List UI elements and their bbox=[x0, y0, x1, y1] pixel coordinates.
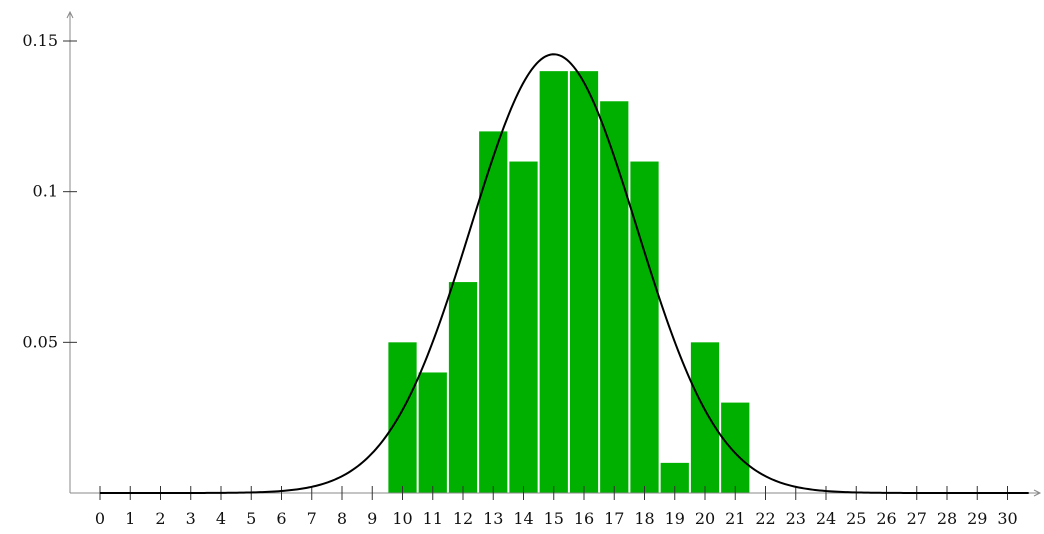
bar-15 bbox=[539, 71, 568, 493]
bar-20 bbox=[690, 342, 720, 493]
bar-17 bbox=[600, 101, 629, 494]
x-tick-label-29: 29 bbox=[967, 509, 987, 528]
bar-14 bbox=[509, 161, 538, 494]
bars-layer bbox=[388, 71, 750, 494]
x-tick-label-1: 1 bbox=[125, 509, 135, 528]
x-tick-label-30: 30 bbox=[997, 509, 1017, 528]
x-tick-label-5: 5 bbox=[246, 509, 256, 528]
normal-curve bbox=[100, 53, 1029, 494]
y-axis-arrow bbox=[66, 10, 74, 19]
x-tick-label-6: 6 bbox=[276, 509, 286, 528]
x-tick-label-24: 24 bbox=[816, 509, 836, 528]
labels-layer: 0 1 2 3 4 5 6 7 8 9 10 11 12 13 14 15 16 17 18 19 20 21 22 23 24… bbox=[22, 31, 1017, 528]
x-tick-label-4: 4 bbox=[216, 509, 226, 528]
bar-18 bbox=[630, 161, 659, 494]
x-tick-label-0: 0 bbox=[95, 509, 105, 528]
bar-12 bbox=[448, 282, 478, 493]
x-tick-label-16: 16 bbox=[574, 509, 594, 528]
y-tick-label-1: 0.1 bbox=[33, 182, 58, 201]
x-tick-label-20: 20 bbox=[695, 509, 715, 528]
bar-10 bbox=[388, 342, 417, 493]
x-tick-label-18: 18 bbox=[634, 509, 654, 528]
x-tick-label-25: 25 bbox=[846, 509, 866, 528]
x-tick-label-14: 14 bbox=[513, 509, 533, 528]
bar-21 bbox=[721, 402, 750, 493]
x-tick-label-17: 17 bbox=[604, 509, 624, 528]
x-tick-label-9: 9 bbox=[367, 509, 377, 528]
bar-11 bbox=[418, 372, 447, 493]
x-tick-label-11: 11 bbox=[423, 509, 443, 528]
x-tick-label-21: 21 bbox=[725, 509, 745, 528]
x-tick-label-15: 15 bbox=[544, 509, 564, 528]
x-tick-label-13: 13 bbox=[483, 509, 503, 528]
curve-layer bbox=[100, 53, 1029, 494]
x-tick-label-26: 26 bbox=[876, 509, 896, 528]
x-tick-label-28: 28 bbox=[937, 509, 957, 528]
bar-16 bbox=[569, 71, 599, 493]
x-tick-label-23: 23 bbox=[786, 509, 806, 528]
x-tick-label-27: 27 bbox=[907, 509, 927, 528]
x-tick-label-19: 19 bbox=[665, 509, 685, 528]
x-tick-label-12: 12 bbox=[453, 509, 473, 528]
x-tick-label-10: 10 bbox=[392, 509, 412, 528]
x-tick-label-3: 3 bbox=[186, 509, 196, 528]
x-tick-label-8: 8 bbox=[337, 509, 347, 528]
x-axis-arrow bbox=[1033, 489, 1042, 497]
x-tick-label-2: 2 bbox=[155, 509, 165, 528]
bar-13 bbox=[479, 131, 508, 493]
y-tick-label-2: 0.15 bbox=[22, 31, 58, 50]
y-tick-label-0: 0.05 bbox=[22, 332, 58, 351]
x-tick-label-7: 7 bbox=[307, 509, 317, 528]
x-tick-label-22: 22 bbox=[755, 509, 775, 528]
